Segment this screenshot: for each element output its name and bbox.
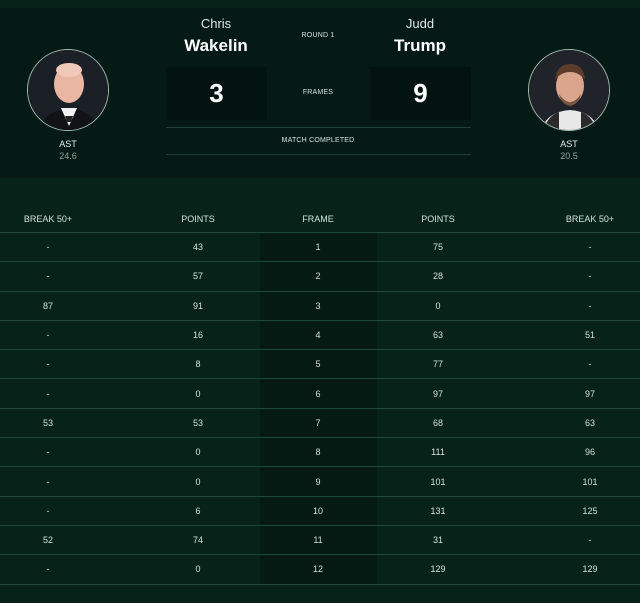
player1-first-name: Chris [200,16,232,31]
player1-avatar[interactable] [27,49,109,131]
frame-number: 2 [315,271,321,282]
header-frame: FRAME [302,213,334,224]
table-row: - 57 2 28 - [0,262,640,292]
divider [166,127,471,128]
player2-points: 97 [432,388,443,399]
frame-number: 9 [315,476,321,487]
table-row: - 16 4 63 51 [0,321,640,351]
player2-break: 97 [584,388,595,399]
player2-break: 129 [582,564,598,575]
frame-number: 10 [312,505,323,516]
player2-points: 28 [432,271,443,282]
player1-points: 8 [195,359,201,370]
player2-avatar[interactable] [528,49,610,131]
player1-break: - [46,330,50,341]
frame-number: 1 [315,242,321,253]
header-player2-points: POINTS [421,213,455,224]
player1-photo [28,50,108,130]
frames-label: FRAMES [302,89,334,96]
player2-points: 31 [432,535,443,546]
player2-points: 63 [432,330,443,341]
player1-points: 0 [195,447,201,458]
player1-points: 53 [192,417,203,428]
header-player1-breaks: BREAK 50+ [23,213,73,224]
frame-table: BREAK 50+ POINTS FRAME POINTS BREAK 50+ … [0,205,640,585]
player1-points: 57 [192,271,203,282]
frame-number: 6 [315,388,321,399]
table-row: - 6 10 131 125 [0,497,640,526]
frame-number: 4 [315,330,321,341]
player1-break: 53 [42,417,53,428]
player2-points: 101 [430,476,446,487]
player2-break: 125 [582,505,598,516]
table-row: - 0 6 97 97 [0,379,640,409]
frame-number: 8 [315,447,321,458]
header-player1-points: POINTS [181,213,215,224]
frame-number: 3 [315,300,321,311]
header-player2-breaks: BREAK 50+ [565,213,615,224]
player2-break: - [588,535,592,546]
player2-break: - [588,271,592,282]
player1-points: 0 [195,564,201,575]
player1-break: - [46,271,50,282]
player2-break: - [588,242,592,253]
player1-break: - [46,447,50,458]
player2-stat-value: 20.5 [560,151,578,161]
player2-break: 63 [584,417,595,428]
player2-points: 68 [432,417,443,428]
player1-break: 52 [42,535,53,546]
player1-break: 87 [42,300,53,311]
player1-break: - [46,505,50,516]
player1-break: - [46,388,50,399]
divider [166,154,471,155]
frame-number: 12 [312,564,323,575]
player2-points: 111 [431,447,445,458]
player1-points: 6 [195,505,201,516]
player2-first-name: Judd [405,16,435,31]
player2-break: - [588,359,592,370]
player1-stat-label: AST [59,139,77,149]
table-row: - 8 5 77 - [0,350,640,380]
player2-break: - [588,300,592,311]
player1-points: 43 [192,242,203,253]
player2-photo [529,50,609,130]
player1-break: - [46,476,50,487]
player1-points: 74 [192,535,203,546]
player1-break: - [46,242,50,253]
player1-points: 16 [192,330,203,341]
player2-stat-label: AST [560,139,578,149]
table-row: 87 91 3 0 - [0,292,640,321]
table-row: 53 53 7 68 63 [0,409,640,439]
player1-break: - [46,564,50,575]
player1-points: 0 [195,476,201,487]
player2-points: 0 [435,300,441,311]
frame-number: 5 [315,359,321,370]
player2-break: 101 [582,476,598,487]
table-row: - 0 8 111 96 [0,438,640,468]
table-row: 52 74 11 31 - [0,526,640,556]
player1-score: 3 [166,67,267,120]
player1-points: 0 [195,388,201,399]
player2-points: 77 [432,359,443,370]
player2-points: 75 [432,242,443,253]
match-status: MATCH COMPLETED [281,137,355,144]
table-row: - 43 1 75 - [0,233,640,263]
player1-break: - [46,359,50,370]
player1-last-name: Wakelin [184,36,248,55]
frame-column-highlight [260,233,377,585]
table-row: - 0 9 101 101 [0,467,640,497]
player2-points: 129 [430,564,446,575]
player2-break: 96 [584,447,595,458]
player2-break: 51 [584,330,595,341]
player2-points: 131 [430,505,446,516]
player2-last-name: Trump [394,36,446,55]
player1-stat-value: 24.6 [59,151,77,161]
player1-points: 91 [192,300,203,311]
frame-number: 7 [315,417,321,428]
player2-score: 9 [370,67,471,120]
frame-number: 11 [313,535,323,546]
table-row: - 0 12 129 129 [0,555,640,585]
table-header: BREAK 50+ POINTS FRAME POINTS BREAK 50+ [0,205,640,233]
round-label: ROUND 1 [301,32,335,39]
